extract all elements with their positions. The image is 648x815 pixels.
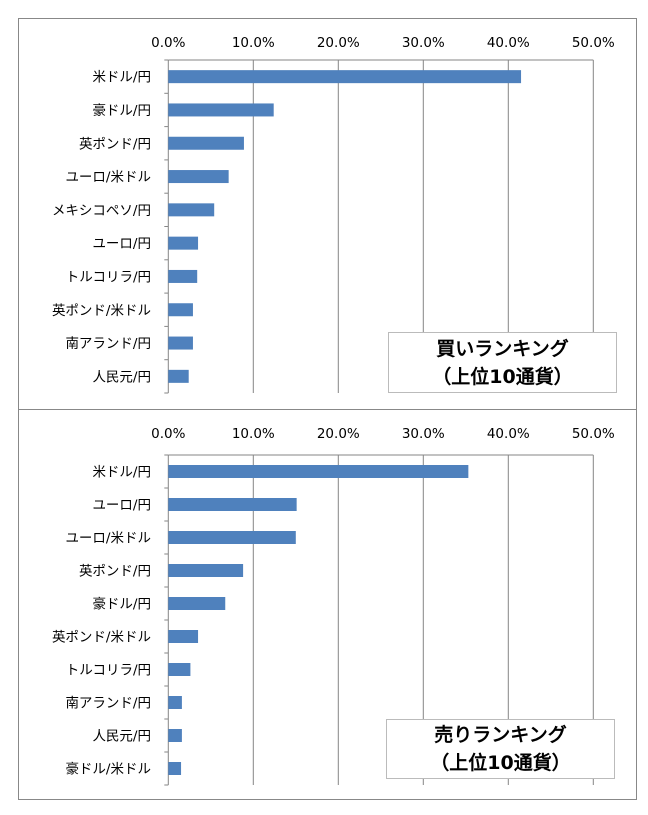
category-label: 英ポンド/米ドル [52, 629, 151, 646]
x-tick-label: 50.0% [572, 35, 615, 51]
bar [168, 369, 189, 383]
bar [168, 630, 199, 643]
bar [168, 465, 469, 478]
x-tick-label: 30.0% [402, 35, 445, 51]
buy-ranking-legend: 買いランキング （上位10通貨） [388, 332, 617, 393]
x-tick-label: 0.0% [151, 35, 185, 51]
legend-subtitle: （上位10通貨） [430, 752, 571, 774]
bar [168, 336, 193, 350]
x-tick-label: 40.0% [487, 426, 530, 442]
bar [168, 269, 198, 283]
x-tick-label: 50.0% [572, 426, 615, 442]
category-label: 豪ドル/円 [92, 103, 151, 119]
x-tick-label: 40.0% [487, 35, 530, 51]
x-tick-label: 10.0% [232, 35, 275, 51]
category-label: 南アランド/円 [65, 696, 151, 712]
bar [168, 597, 226, 610]
x-tick-label: 10.0% [232, 426, 275, 442]
bar [168, 236, 199, 250]
category-label: ユーロ/円 [92, 498, 151, 514]
bar [168, 136, 244, 150]
legend-subtitle: （上位10通貨） [432, 366, 573, 388]
x-tick-label: 30.0% [402, 426, 445, 442]
bar [168, 729, 182, 742]
category-label: 人民元/円 [92, 369, 151, 385]
category-label: ユーロ/円 [92, 236, 151, 252]
x-tick-label: 0.0% [151, 426, 185, 442]
category-label: トルコリラ/円 [66, 269, 151, 285]
category-label: 南アランド/円 [65, 336, 151, 352]
category-label: ユーロ/米ドル [65, 170, 151, 186]
bar [168, 762, 182, 775]
bar [168, 203, 215, 217]
category-label: トルコリラ/円 [66, 663, 151, 679]
sell-ranking-legend: 売りランキング （上位10通貨） [386, 719, 615, 779]
x-tick-label: 20.0% [317, 35, 360, 51]
bar [168, 170, 229, 184]
bar [168, 564, 244, 577]
bar [168, 696, 182, 709]
legend-title: 売りランキング [434, 724, 567, 746]
category-label: 米ドル/円 [92, 465, 151, 481]
bar [168, 303, 193, 317]
category-label: 豪ドル/米ドル [65, 762, 151, 778]
category-label: 英ポンド/円 [79, 563, 151, 580]
bar [168, 498, 297, 511]
category-label: 豪ドル/円 [92, 597, 151, 613]
bar [168, 663, 191, 676]
legend-title: 買いランキング [436, 338, 569, 360]
category-label: 人民元/円 [92, 729, 151, 745]
category-label: ユーロ/米ドル [65, 531, 151, 547]
category-label: 英ポンド/円 [79, 135, 151, 152]
bar [168, 70, 522, 84]
x-tick-label: 20.0% [317, 426, 360, 442]
category-label: 英ポンド/米ドル [52, 302, 151, 319]
category-label: メキシコペソ/円 [52, 203, 151, 219]
bar [168, 103, 274, 117]
panel-divider [18, 409, 637, 410]
category-label: 米ドル/円 [92, 70, 151, 86]
bar [168, 531, 296, 544]
